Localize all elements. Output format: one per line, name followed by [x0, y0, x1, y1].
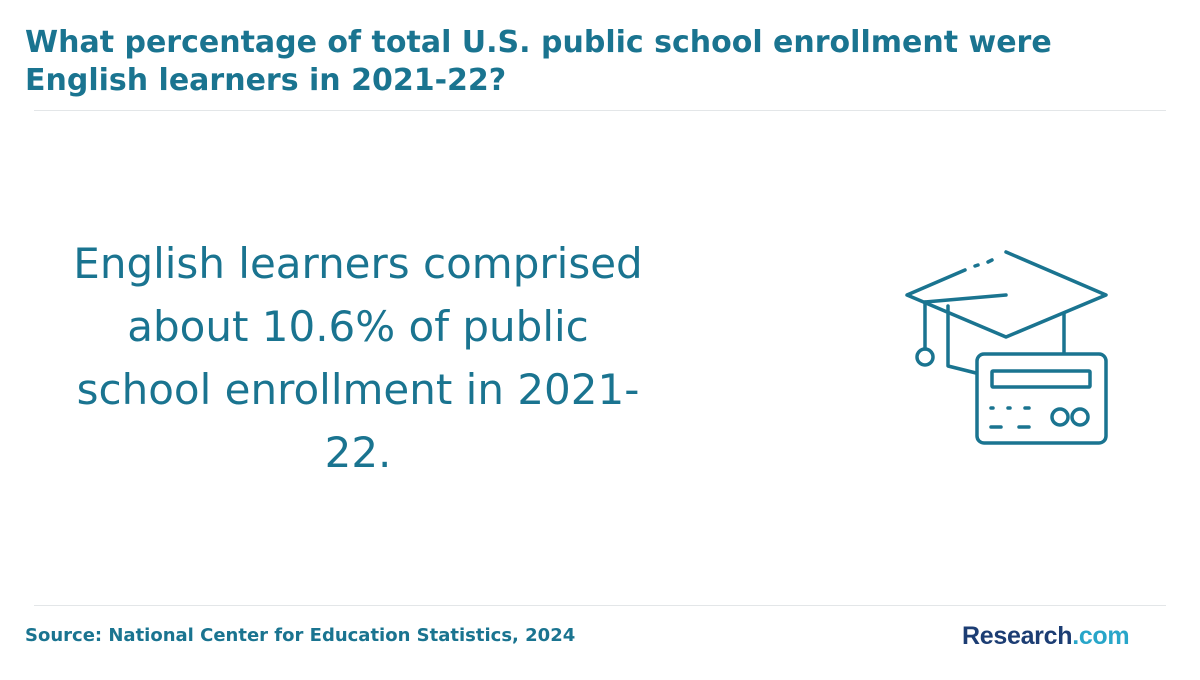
logo-tld-text: .com: [1072, 622, 1130, 650]
logo-brand-text: Research: [962, 622, 1073, 650]
graduation-cap-with-id-card-icon: [905, 250, 1108, 445]
key-statement: English learners comprised about 10.6% o…: [73, 239, 643, 477]
bottom-divider: [34, 605, 1166, 606]
top-divider: [34, 110, 1166, 111]
brand-logo[interactable]: Research.com: [962, 620, 1130, 652]
page-title: What percentage of total U.S. public sch…: [25, 25, 1052, 98]
source-note: Source: National Center for Education St…: [25, 625, 576, 646]
